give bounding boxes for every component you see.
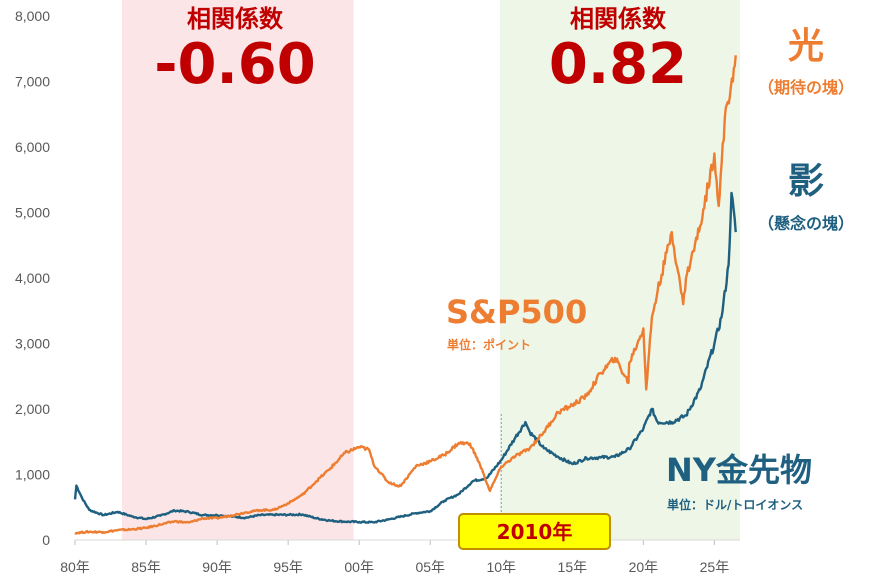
sp500-unit-label: 単位：ポイント	[447, 337, 531, 352]
x-tick-label: 20年	[629, 559, 659, 575]
marker-badge: 2010年	[458, 513, 611, 550]
x-tick-label: 90年	[202, 559, 232, 575]
gold-series-label: NY金先物	[666, 451, 812, 489]
x-axis-ticks: 80年 85年 90年 95年 00年 05年 10年 15年 20年 25年	[60, 540, 729, 575]
sp500-series-label: S&P500	[446, 293, 587, 331]
hikari-sub-label: （期待の塊）	[758, 78, 854, 97]
y-tick-label: 8,000	[15, 8, 50, 24]
y-tick-label: 1,000	[15, 467, 50, 483]
y-tick-label: 0	[42, 532, 50, 548]
region-1	[121, 0, 354, 540]
hikari-label: 光	[788, 26, 824, 67]
marker-label: 2010年	[497, 520, 573, 544]
x-tick-label: 15年	[558, 559, 588, 575]
x-tick-label: 05年	[415, 559, 445, 575]
correlation-right-label: 相関係数	[570, 5, 667, 33]
y-tick-label: 5,000	[15, 205, 50, 221]
y-tick-label: 4,000	[15, 270, 50, 286]
series-lines	[73, 55, 737, 535]
y-tick-label: 6,000	[15, 139, 50, 155]
y-tick-label: 7,000	[15, 74, 50, 90]
x-tick-label: 25年	[700, 559, 730, 575]
correlation-left-value: -0.60	[154, 32, 315, 97]
correlation-regions	[121, 0, 740, 540]
kage-label: 影	[788, 161, 824, 202]
y-tick-label: 2,000	[15, 401, 50, 417]
x-tick-label: 85年	[131, 559, 161, 575]
gold-unit-label: 単位：ドル/トロイオンス	[667, 497, 803, 512]
y-tick-label: 3,000	[15, 336, 50, 352]
y-axis-ticks: 0 1,000 2,000 3,000 4,000 5,000 6,000 7,000 8,00…	[15, 8, 50, 548]
series-line	[74, 55, 737, 535]
correlation-left-label: 相関係数	[187, 5, 284, 33]
series-line	[73, 191, 737, 524]
x-tick-label: 10年	[486, 559, 516, 575]
kage-sub-label: （懸念の塊）	[758, 214, 854, 233]
region-2	[499, 0, 740, 540]
x-tick-label: 95年	[273, 559, 303, 575]
x-tick-label: 80年	[60, 559, 90, 575]
x-tick-label: 00年	[344, 559, 374, 575]
correlation-right-value: 0.82	[549, 32, 687, 97]
